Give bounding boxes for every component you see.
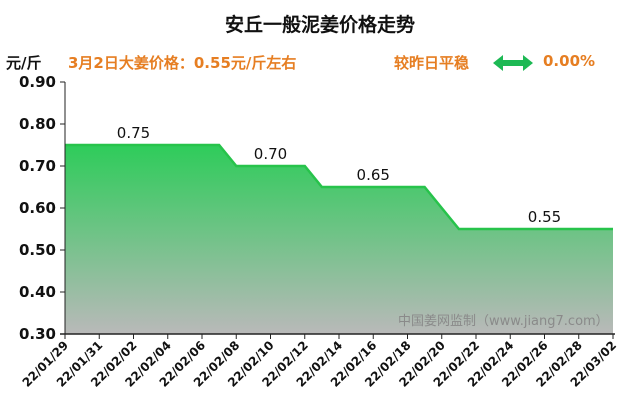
double-arrow-icon: [493, 55, 533, 71]
data-label: 0.65: [357, 166, 390, 184]
y-tick-label: 0.90: [19, 73, 56, 91]
y-tick-label: 0.40: [19, 283, 56, 301]
change-percent: 0.00%: [543, 52, 596, 70]
data-label: 0.75: [117, 124, 150, 142]
unit-label: 元/斤: [6, 54, 42, 72]
price-line: [65, 143, 613, 231]
price-area: [65, 145, 613, 334]
y-tick-label: 0.50: [19, 241, 56, 259]
data-label: 0.55: [528, 208, 561, 226]
y-tick-label: 0.70: [19, 157, 56, 175]
y-tick-label: 0.80: [19, 115, 56, 133]
watermark: 中国姜网监制（www.jiang7.com）: [398, 314, 609, 329]
change-status: 较昨日平稳: [394, 54, 470, 72]
y-tick-label: 0.30: [19, 325, 56, 343]
price-info: 3月2日大姜价格：0.55元/斤左右: [68, 54, 297, 72]
y-tick-label: 0.60: [19, 199, 56, 217]
chart-title: 安丘一般泥姜价格走势: [224, 14, 415, 36]
data-label: 0.70: [254, 145, 287, 163]
